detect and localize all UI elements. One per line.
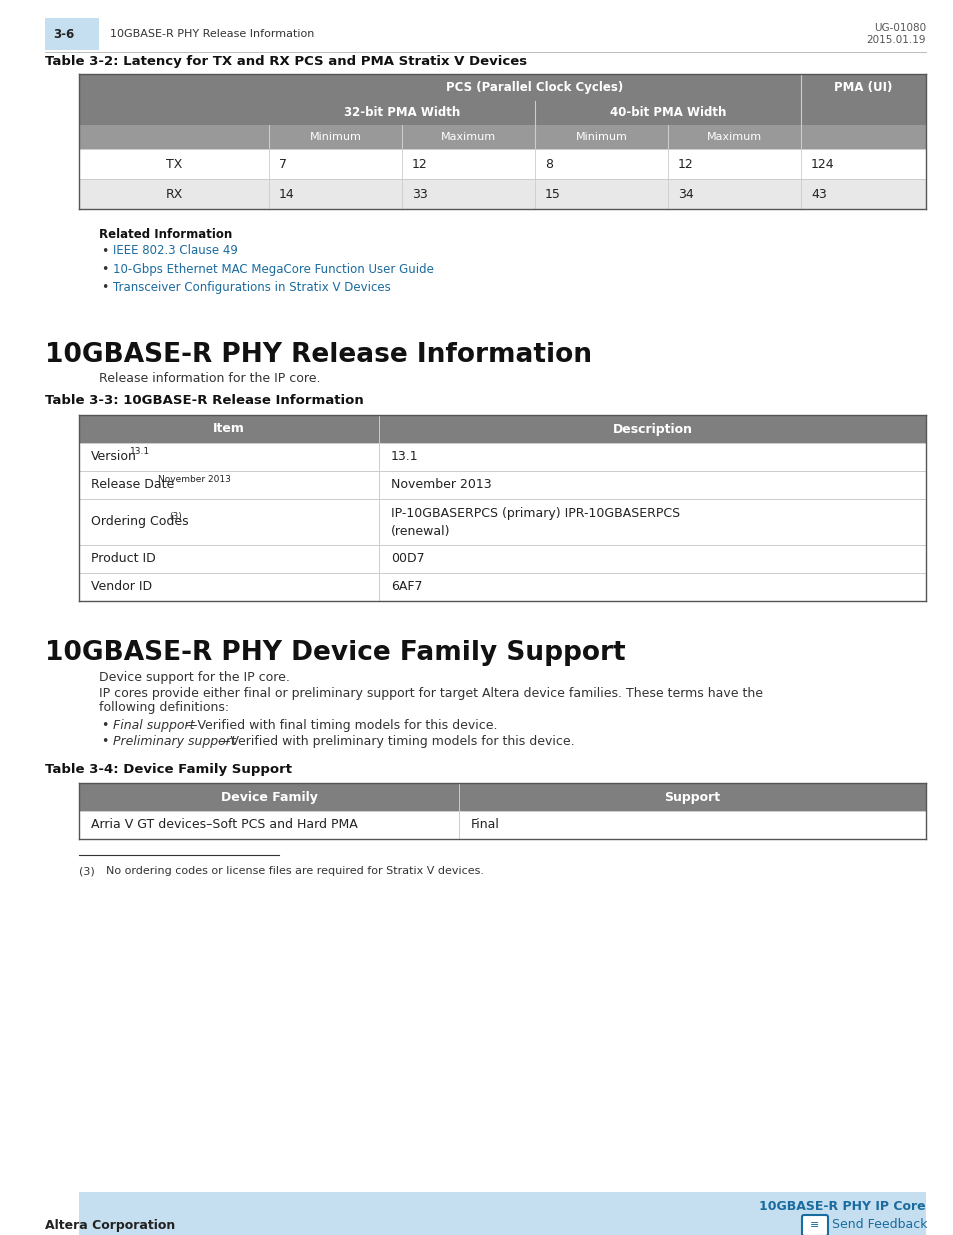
Text: Send Feedback: Send Feedback [831,1219,926,1231]
Text: 32-bit PMA Width: 32-bit PMA Width [343,106,459,120]
Text: Table 3-2: Latency for TX and RX PCS and PMA Stratix V Devices: Table 3-2: Latency for TX and RX PCS and… [45,56,527,68]
Text: Device Family: Device Family [220,790,317,804]
Text: 10GBASE-R PHY IP Core: 10GBASE-R PHY IP Core [759,1199,925,1213]
Text: 14: 14 [278,188,294,200]
Text: ≡: ≡ [809,1220,819,1230]
Text: 124: 124 [810,158,834,170]
Text: (3): (3) [170,513,182,521]
Text: 7: 7 [278,158,287,170]
Bar [79,415,925,443]
Bar [79,1192,925,1235]
Bar [79,783,925,811]
Bar [79,499,925,545]
Text: 13.1: 13.1 [130,447,151,457]
Bar [79,74,925,101]
Text: Maximum: Maximum [440,132,496,142]
Text: —Verified with final timing models for this device.: —Verified with final timing models for t… [185,719,497,731]
Text: Minimum: Minimum [575,132,627,142]
Text: 8: 8 [544,158,553,170]
Text: —Verified with preliminary timing models for this device.: —Verified with preliminary timing models… [218,735,575,747]
Text: Vendor ID: Vendor ID [91,580,152,594]
Text: IP-10GBASERPCS (primary) IPR-10GBASERPCS: IP-10GBASERPCS (primary) IPR-10GBASERPCS [391,506,679,520]
Bar [79,125,925,149]
Text: 2015.01.19: 2015.01.19 [865,35,925,44]
Text: Release Date: Release Date [91,478,174,492]
Text: •: • [101,245,109,258]
Text: Item: Item [213,422,245,436]
Text: following definitions:: following definitions: [99,700,229,714]
Text: 10-Gbps Ethernet MAC MegaCore Function User Guide: 10-Gbps Ethernet MAC MegaCore Function U… [112,263,434,275]
Text: 13.1: 13.1 [391,451,418,463]
Text: •: • [101,735,109,747]
Text: 12: 12 [412,158,427,170]
Text: 10GBASE-R PHY Release Information: 10GBASE-R PHY Release Information [45,342,592,368]
Text: Device support for the IP core.: Device support for the IP core. [99,671,290,683]
Text: Preliminary support: Preliminary support [112,735,235,747]
Bar [803,1216,825,1234]
Text: 15: 15 [544,188,560,200]
Bar [79,811,925,839]
Text: Minimum: Minimum [309,132,361,142]
Text: Final: Final [471,819,499,831]
Text: 10GBASE-R PHY Device Family Support: 10GBASE-R PHY Device Family Support [45,640,625,666]
Text: Maximum: Maximum [706,132,761,142]
Text: 40-bit PMA Width: 40-bit PMA Width [609,106,725,120]
Text: Arria V GT devices–Soft PCS and Hard PMA: Arria V GT devices–Soft PCS and Hard PMA [91,819,357,831]
Text: 6AF7: 6AF7 [391,580,422,594]
Bar [79,545,925,573]
Text: (3): (3) [79,866,94,876]
Bar [45,19,99,49]
Text: (renewal): (renewal) [391,525,450,537]
Text: PCS (Parallel Clock Cycles): PCS (Parallel Clock Cycles) [446,82,623,94]
Text: Related Information: Related Information [99,228,232,242]
Text: PMA (UI): PMA (UI) [834,82,892,94]
FancyBboxPatch shape [801,1215,827,1235]
Bar [79,101,925,125]
Text: IP cores provide either final or preliminary support for target Altera device fa: IP cores provide either final or prelimi… [99,687,762,699]
Text: 33: 33 [412,188,427,200]
Bar [79,573,925,601]
Text: Transceiver Configurations in Stratix V Devices: Transceiver Configurations in Stratix V … [112,280,391,294]
Text: Product ID: Product ID [91,552,155,566]
Text: 43: 43 [810,188,826,200]
Text: No ordering codes or license files are required for Stratix V devices.: No ordering codes or license files are r… [99,866,483,876]
Bar [79,179,925,209]
Text: 12: 12 [678,158,693,170]
Text: UG-01080: UG-01080 [873,23,925,33]
Text: November 2013: November 2013 [391,478,491,492]
Bar [79,149,925,179]
Text: Description: Description [612,422,692,436]
Text: Ordering Codes: Ordering Codes [91,515,189,529]
Text: TX: TX [166,158,182,170]
Text: •: • [101,719,109,731]
Text: 34: 34 [678,188,693,200]
Text: IEEE 802.3 Clause 49: IEEE 802.3 Clause 49 [112,245,237,258]
Text: November 2013: November 2013 [158,475,231,484]
Text: Support: Support [663,790,720,804]
Text: •: • [101,280,109,294]
Text: 10GBASE-R PHY Release Information: 10GBASE-R PHY Release Information [110,28,314,40]
Text: •: • [101,263,109,275]
Bar [79,471,925,499]
Text: RX: RX [165,188,182,200]
Text: 3-6: 3-6 [53,27,74,41]
Text: Table 3-3: 10GBASE-R Release Information: Table 3-3: 10GBASE-R Release Information [45,394,363,406]
Text: Release information for the IP core.: Release information for the IP core. [99,373,320,385]
Text: Altera Corporation: Altera Corporation [45,1219,175,1233]
Text: Table 3-4: Device Family Support: Table 3-4: Device Family Support [45,763,292,777]
Text: 00D7: 00D7 [391,552,424,566]
Text: Version: Version [91,451,136,463]
Text: Final support: Final support [112,719,194,731]
Bar [79,443,925,471]
